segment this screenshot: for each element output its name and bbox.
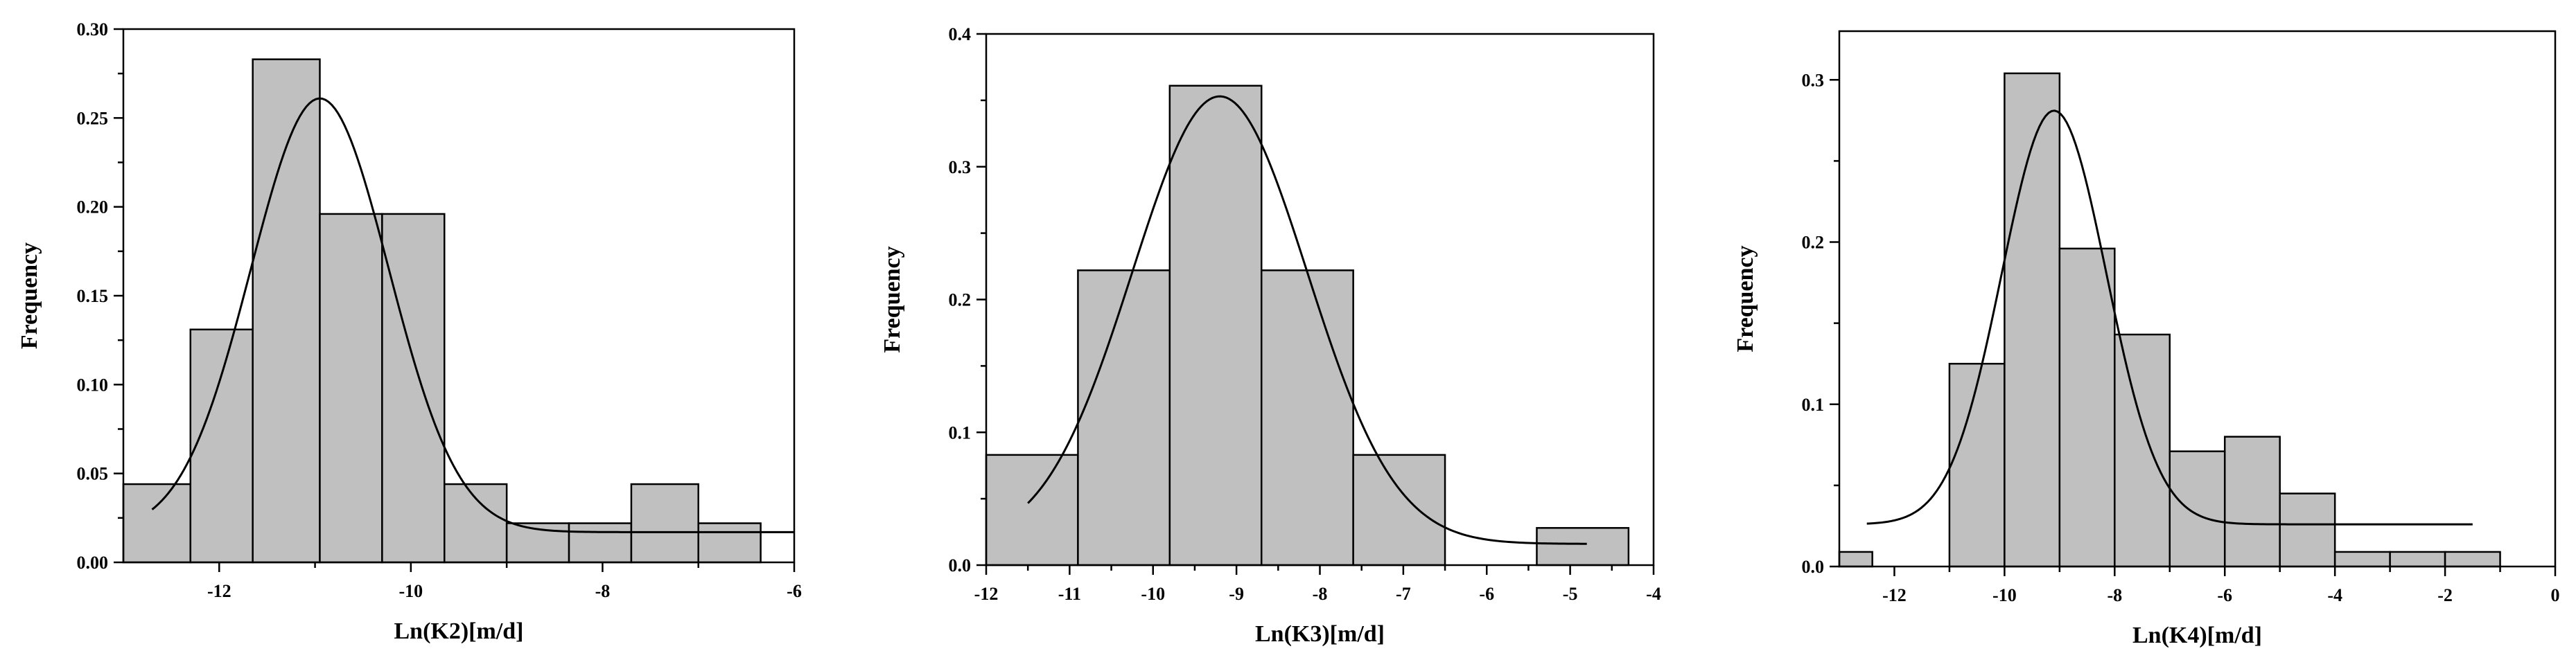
y-tick-label: 0.3 bbox=[1802, 70, 1825, 90]
y-axis-title: Frequency bbox=[17, 242, 42, 349]
fit-curve bbox=[1866, 109, 2473, 526]
histogram-bar bbox=[2333, 551, 2391, 568]
fit-curve bbox=[151, 97, 794, 533]
histogram-bar bbox=[630, 483, 699, 564]
histogram-bar bbox=[2389, 551, 2446, 568]
x-tick-label: -12 bbox=[974, 584, 999, 604]
histogram-bar bbox=[2279, 492, 2336, 568]
y-tick-label: 0.25 bbox=[77, 108, 109, 128]
x-tick-label: -8 bbox=[2107, 585, 2122, 605]
x-tick-label: -9 bbox=[1229, 584, 1244, 604]
x-tick-label: -10 bbox=[1992, 585, 2017, 605]
y-tick-label: 0.2 bbox=[949, 290, 972, 310]
y-tick-label: 0.00 bbox=[77, 553, 109, 573]
y-tick-label: 0.0 bbox=[1802, 557, 1825, 577]
x-axis-title: Ln(K4)[m/d] bbox=[2132, 623, 2262, 648]
x-tick-label: -2 bbox=[2437, 585, 2453, 605]
histogram-bar bbox=[1168, 84, 1263, 567]
x-axis-title: Ln(K2)[m/d] bbox=[394, 618, 524, 644]
x-tick-label: 0 bbox=[2551, 585, 2560, 605]
histogram-bar bbox=[1838, 551, 1873, 568]
histogram-bar bbox=[122, 483, 192, 564]
x-tick-label: -12 bbox=[207, 581, 231, 601]
x-tick-label: -5 bbox=[1563, 584, 1578, 604]
histogram-bar bbox=[1536, 527, 1630, 567]
x-tick-label: -4 bbox=[2327, 585, 2342, 605]
histogram-bar bbox=[2058, 247, 2116, 568]
y-tick-label: 0.4 bbox=[949, 24, 972, 44]
histogram-bar bbox=[2223, 436, 2281, 568]
histogram-bar bbox=[2444, 551, 2501, 568]
histogram-bar bbox=[985, 454, 1079, 567]
x-tick-label: -7 bbox=[1396, 584, 1411, 604]
histogram-bar bbox=[1948, 362, 2006, 568]
x-tick-label: -12 bbox=[1882, 585, 1907, 605]
histogram-bar bbox=[444, 483, 508, 564]
x-tick-label: -11 bbox=[1058, 584, 1081, 604]
x-tick-label: -8 bbox=[595, 581, 611, 601]
histogram-bar bbox=[2114, 333, 2171, 568]
histogram-bar bbox=[2168, 450, 2226, 568]
y-tick-label: 0.05 bbox=[77, 464, 109, 484]
x-tick-label: -10 bbox=[1141, 584, 1165, 604]
histogram-bar bbox=[1352, 454, 1446, 567]
histogram-panel-k2: -12 -10 -8 -6 0.00 0.05 0.10 0.15 0.20 0.25 0.30 Ln… bbox=[17, 19, 802, 644]
x-tick-label: -4 bbox=[1646, 584, 1661, 604]
x-tick-label: -8 bbox=[1313, 584, 1328, 604]
histogram-bar bbox=[319, 213, 383, 564]
x-axis-title: Ln(K3)[m/d] bbox=[1255, 621, 1385, 647]
histogram-panel-k4: -12 -10 -8 -6 -4 -2 0 0.0 0.1 0.2 0.3 Ln(K4)[m/d] Fr… bbox=[1733, 30, 2560, 648]
histogram-bar bbox=[1260, 269, 1354, 567]
x-tick-label: -6 bbox=[2217, 585, 2232, 605]
y-tick-label: 0.0 bbox=[949, 555, 972, 576]
x-tick-label: -10 bbox=[399, 581, 423, 601]
histogram-bar bbox=[697, 522, 762, 564]
y-tick-label: 0.3 bbox=[949, 157, 972, 177]
histogram-panel-k3: -12 -11 -10 -9 -8 -7 -6 -5 -4 0.0 0.1 0.2 0.3 0.4 Ln(K… bbox=[879, 24, 1661, 647]
y-tick-label: 0.2 bbox=[1802, 233, 1825, 253]
histogram-bar bbox=[568, 522, 633, 564]
histogram-bar bbox=[1077, 269, 1171, 567]
y-tick-label: 0.1 bbox=[949, 422, 972, 443]
histogram-bar bbox=[381, 213, 446, 564]
y-tick-label: 0.15 bbox=[77, 286, 109, 306]
y-axis-title: Frequency bbox=[879, 246, 905, 353]
x-tick-label: -6 bbox=[787, 581, 802, 601]
fit-curve bbox=[1027, 95, 1587, 545]
histogram-bar bbox=[252, 58, 321, 564]
y-tick-label: 0.20 bbox=[77, 197, 109, 217]
y-tick-label: 0.1 bbox=[1802, 395, 1825, 415]
y-tick-label: 0.30 bbox=[77, 19, 109, 39]
y-axis-title: Frequency bbox=[1733, 245, 1758, 352]
x-tick-label: -6 bbox=[1479, 584, 1494, 604]
histogram-bar bbox=[189, 328, 254, 564]
y-tick-label: 0.10 bbox=[77, 375, 109, 395]
plot-frame bbox=[1838, 30, 2557, 568]
histogram-bar bbox=[2004, 72, 2061, 568]
